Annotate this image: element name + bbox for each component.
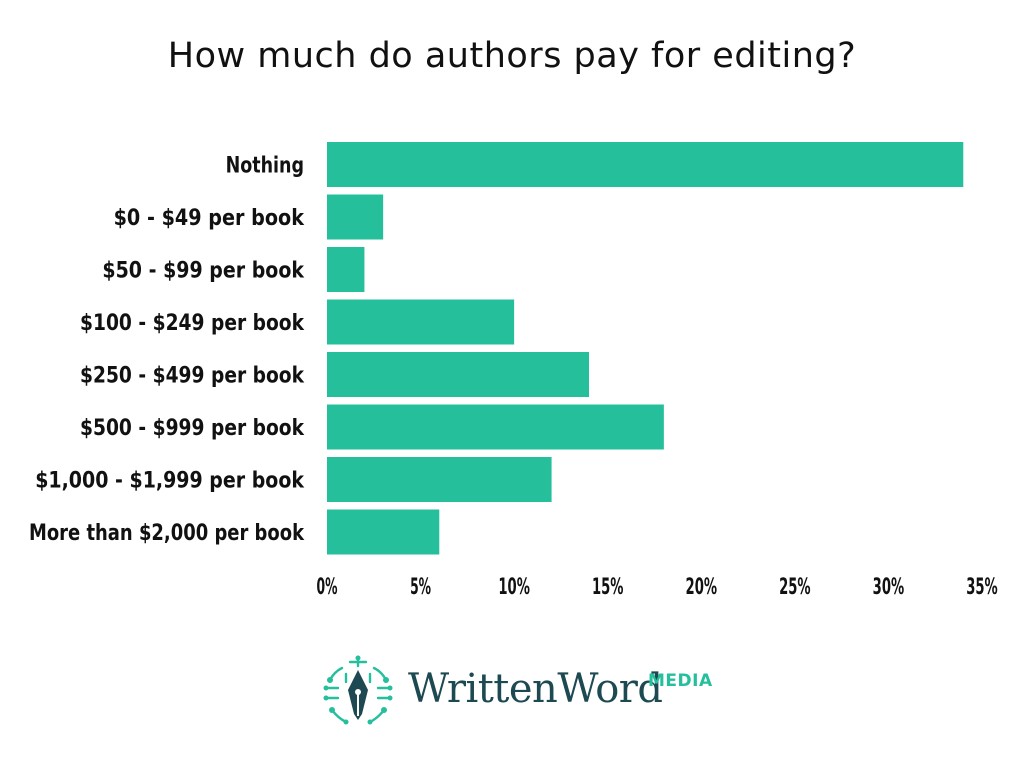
writtenword-media-logo: WrittenWord MEDIA bbox=[320, 652, 720, 732]
category-label: $1,000 - $1,999 per book bbox=[35, 469, 305, 494]
bar bbox=[327, 404, 664, 450]
logo-wordmark: WrittenWord bbox=[408, 666, 663, 712]
bar bbox=[327, 457, 552, 502]
bar bbox=[327, 352, 589, 397]
x-tick-label: 15% bbox=[592, 575, 624, 600]
category-label: $100 - $249 per book bbox=[80, 311, 305, 336]
category-label: $500 - $999 per book bbox=[80, 416, 305, 441]
category-label: $0 - $49 per book bbox=[114, 206, 306, 231]
bar bbox=[327, 142, 964, 187]
x-tick-label: 0% bbox=[317, 575, 338, 600]
chart-title: How much do authors pay for editing? bbox=[167, 36, 857, 76]
category-labels: Nothing $0 - $49 per book $50 - $99 per bo… bbox=[29, 154, 305, 547]
x-tick-label: 5% bbox=[410, 575, 431, 600]
fountain-pen-circuit-icon bbox=[323, 655, 393, 725]
x-axis-ticks: 0% 5% 10% 15% 20% 25% 30% 35% bbox=[317, 575, 998, 600]
bar bbox=[327, 509, 440, 555]
bars-layer bbox=[327, 142, 964, 555]
bar bbox=[327, 299, 515, 345]
x-tick-label: 25% bbox=[779, 575, 811, 600]
bar-chart: Nothing $0 - $49 per book $50 - $99 per bo… bbox=[29, 142, 998, 600]
bar bbox=[327, 247, 365, 292]
category-label: $250 - $499 per book bbox=[80, 364, 305, 389]
x-tick-label: 20% bbox=[686, 575, 718, 600]
bar bbox=[327, 194, 384, 240]
category-label: $50 - $99 per book bbox=[102, 259, 305, 284]
logo-media-suffix: MEDIA bbox=[648, 671, 713, 691]
x-tick-label: 30% bbox=[873, 575, 905, 600]
category-label: More than $2,000 per book bbox=[29, 521, 305, 546]
category-label: Nothing bbox=[226, 154, 304, 179]
x-tick-label: 10% bbox=[498, 575, 530, 600]
x-tick-label: 35% bbox=[966, 575, 998, 600]
